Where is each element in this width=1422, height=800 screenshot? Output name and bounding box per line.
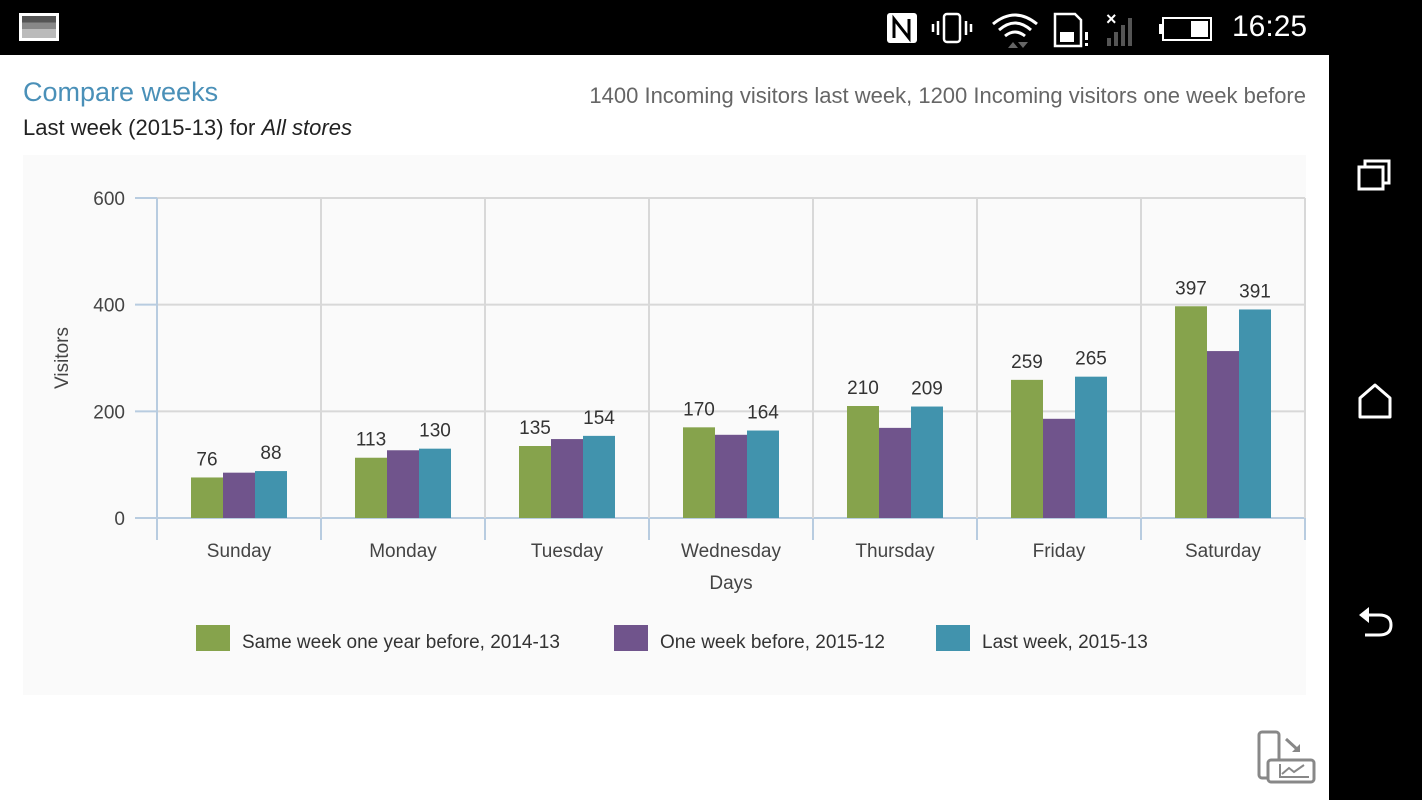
bar [255,471,287,518]
svg-text:×: × [1106,10,1117,29]
data-label: 170 [683,399,715,420]
data-label: 259 [1011,352,1043,373]
bar [1075,376,1107,518]
data-label: 135 [519,418,551,439]
bar [1175,306,1207,518]
bar [223,472,255,518]
x-tick-label: Tuesday [531,541,604,562]
app-content: Compare weeks Last week (2015-13) for Al… [0,55,1329,800]
bar [191,477,223,518]
status-bar: × 16:25 [0,0,1422,55]
data-label: 130 [419,421,451,442]
rotate-screen-icon[interactable] [1256,730,1318,786]
clock: 16:25 [1232,10,1308,43]
bar [583,435,615,518]
data-label: 397 [1175,278,1207,299]
data-label: 113 [356,430,386,451]
nfc-icon [887,13,917,43]
vibrate-icon [931,12,973,44]
subtitle-prefix: Last week (2015-13) for [23,115,262,140]
recent-apps-icon[interactable] [1355,155,1395,195]
bar [1207,351,1239,518]
legend-swatch [936,625,970,651]
navigation-bar [1329,55,1422,800]
x-axis-label: Days [709,573,752,594]
status-icons: × [887,10,1212,48]
bar [519,446,551,518]
bar [715,434,747,518]
legend-label: One week before, 2015-12 [660,632,885,653]
bar [847,406,879,518]
x-tick-label: Sunday [207,541,272,562]
bar [355,457,387,518]
x-tick-label: Friday [1033,541,1086,562]
bar [1239,309,1271,518]
legend-swatch [614,625,648,651]
legend-swatch [196,625,230,651]
x-tick-label: Wednesday [681,541,781,562]
x-tick-label: Monday [369,541,437,562]
data-label: 210 [847,378,879,399]
x-tick-label: Saturday [1185,541,1262,562]
store-name[interactable]: All stores [261,115,352,140]
page-title: Compare weeks [23,77,219,107]
battery-icon [1159,17,1212,41]
data-label: 209 [911,379,943,400]
bar [419,448,451,518]
bar [1043,418,1075,518]
signal-none-icon: × [1106,10,1132,46]
visitors-summary: 1400 Incoming visitors last week, 1200 I… [589,83,1306,108]
bar-chart: 0 200 400 600 76 88 Sunday 113 130 Monday 135 154 Tu… [52,189,1306,653]
bar [551,439,583,518]
data-label: 154 [583,408,615,429]
bar [1011,379,1043,518]
y-axis-label: Visitors [52,327,73,389]
bar [387,450,419,518]
bar [747,430,779,518]
legend-label: Last week, 2015-13 [982,632,1148,653]
back-icon[interactable] [1355,603,1395,643]
page-subtitle: Last week (2015-13) for All stores [23,115,352,141]
y-tick-label: 600 [93,189,125,210]
bar [911,406,943,518]
data-label: 76 [196,449,217,470]
x-tick-label: Thursday [855,541,935,562]
gallery-icon [19,13,59,41]
y-tick-label: 200 [93,402,125,423]
y-tick-label: 400 [93,296,125,317]
data-label: 391 [1239,281,1271,302]
y-tick-label: 0 [114,509,125,530]
data-label: 88 [260,443,281,464]
wifi-icon [992,13,1038,48]
bar [879,427,911,518]
data-label: 164 [747,403,779,424]
bar [683,427,715,518]
home-icon[interactable] [1355,380,1395,420]
sim-alert-icon [1053,12,1088,48]
data-label: 265 [1075,349,1107,370]
legend-label: Same week one year before, 2014-13 [242,632,560,653]
